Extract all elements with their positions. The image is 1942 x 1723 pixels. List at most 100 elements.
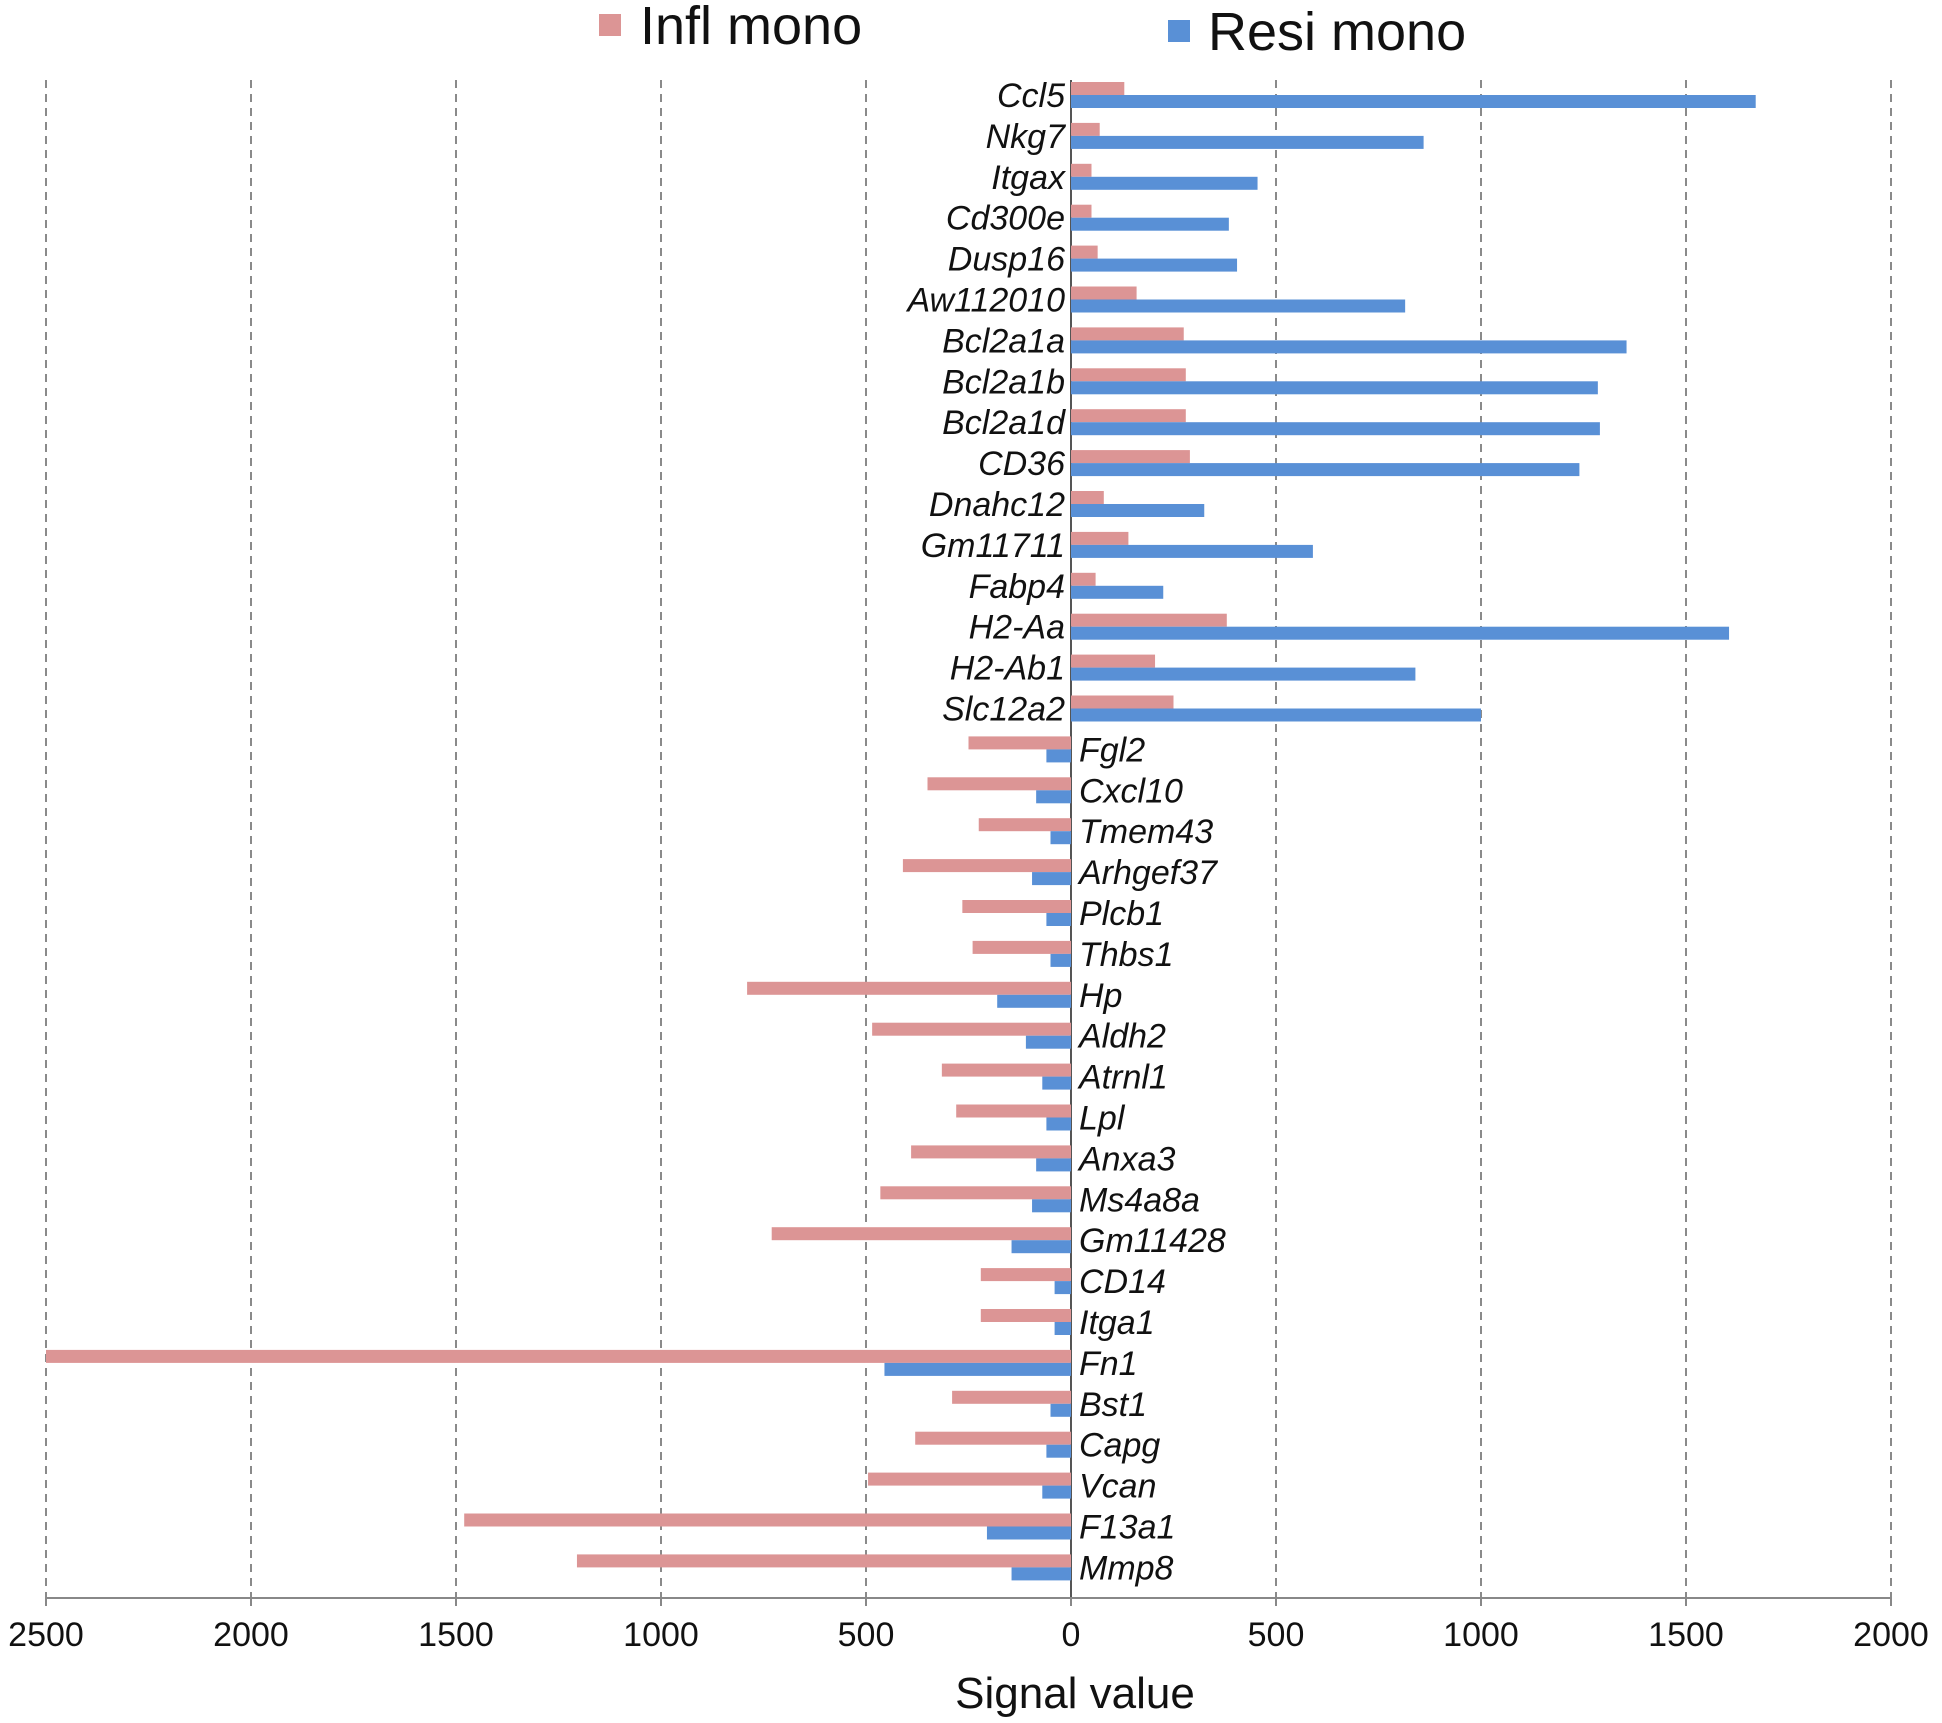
bar-resi-mono-itgax — [1071, 176, 1258, 190]
bar-infl-mono-ms4a8a — [880, 1186, 1071, 1200]
category-label-dnahc12: Dnahc12 — [929, 486, 1065, 524]
x-tick-label: 1000 — [1443, 1616, 1519, 1654]
legend: Infl mono Resi mono — [599, 0, 1466, 62]
bar-infl-mono-atrnl1 — [941, 1063, 1071, 1077]
bar-resi-mono-ccl5 — [1071, 95, 1756, 108]
bar-infl-mono-plcb1 — [962, 900, 1071, 913]
bar-resi-mono-h2-aa — [1071, 626, 1730, 640]
category-label-slc12a2: Slc12a2 — [942, 691, 1065, 729]
legend-label-resi-mono: Resi mono — [1208, 2, 1466, 62]
bar-infl-mono-fgl2 — [968, 736, 1071, 750]
bar-resi-mono-arhgef37 — [1032, 872, 1071, 886]
bar-infl-mono-h2-aa — [1071, 613, 1227, 627]
bar-resi-mono-cd14 — [1054, 1281, 1071, 1295]
bar-resi-mono-slc12a2 — [1071, 708, 1481, 722]
bar-resi-mono-nkg7 — [1071, 135, 1424, 149]
x-tick-label: 1000 — [623, 1616, 699, 1654]
bar-resi-mono-itga1 — [1054, 1322, 1071, 1335]
bar-resi-mono-bcl2a1a — [1071, 340, 1627, 354]
category-label-aw112010: Aw112010 — [905, 282, 1065, 320]
bar-resi-mono-cd300e — [1071, 217, 1229, 231]
bar-infl-mono-thbs1 — [972, 940, 1071, 954]
bar-resi-mono-plcb1 — [1046, 913, 1071, 926]
bar-infl-mono-fabp4 — [1071, 572, 1096, 586]
bar-resi-mono-aldh2 — [1025, 1035, 1071, 1049]
bar-infl-mono-cd14 — [980, 1268, 1071, 1282]
category-label-fn1: Fn1 — [1079, 1345, 1138, 1383]
bar-resi-mono-fn1 — [884, 1362, 1071, 1376]
bar-resi-mono-cd36 — [1071, 463, 1580, 477]
bar-infl-mono-aldh2 — [872, 1022, 1071, 1036]
category-label-itga1: Itga1 — [1079, 1304, 1155, 1342]
bar-resi-mono-h2-ab1 — [1071, 667, 1416, 681]
x-tick-label: 0 — [1062, 1616, 1081, 1654]
category-label-lpl: Lpl — [1079, 1100, 1126, 1138]
category-label-aldh2: Aldh2 — [1077, 1018, 1166, 1056]
category-label-cd14: CD14 — [1079, 1263, 1166, 1301]
category-label-cd300e: Cd300e — [946, 200, 1065, 238]
bar-infl-mono-f13a1 — [464, 1513, 1071, 1527]
bar-infl-mono-ccl5 — [1071, 82, 1125, 95]
bar-resi-mono-hp — [997, 994, 1071, 1008]
category-label-anxa3: Anxa3 — [1077, 1140, 1175, 1178]
bar-infl-mono-hp — [747, 981, 1071, 995]
bar-resi-mono-mmp8 — [1011, 1567, 1071, 1581]
x-axis: 2500 2000 1500 1000 500 0 500 1000 1500 2000 — [8, 1597, 1929, 1654]
category-label-gm11428: Gm11428 — [1079, 1222, 1226, 1260]
bar-resi-mono-fabp4 — [1071, 585, 1164, 599]
x-tick-label: 2000 — [1853, 1616, 1929, 1654]
bar-infl-mono-gm11428 — [771, 1227, 1071, 1241]
bar-infl-mono-tmem43 — [978, 818, 1071, 832]
category-label-hp: Hp — [1079, 977, 1122, 1015]
category-label-f13a1: F13a1 — [1079, 1509, 1175, 1547]
category-label-mmp8: Mmp8 — [1079, 1549, 1174, 1587]
x-tick-label: 2500 — [8, 1616, 84, 1654]
bar-infl-mono-bst1 — [952, 1390, 1071, 1404]
bar-resi-mono-gm11711 — [1071, 544, 1313, 558]
legend-swatch-infl-mono — [599, 14, 621, 36]
bar-resi-mono-vcan — [1042, 1485, 1071, 1499]
bar-infl-mono-anxa3 — [911, 1145, 1071, 1159]
category-label-dusp16: Dusp16 — [948, 241, 1065, 279]
bar-infl-mono-gm11711 — [1071, 531, 1129, 545]
category-label-bcl2a1a: Bcl2a1a — [942, 322, 1065, 360]
bar-infl-mono-itga1 — [980, 1309, 1071, 1322]
bar-infl-mono-cd36 — [1071, 450, 1190, 464]
category-label-bst1: Bst1 — [1079, 1386, 1147, 1424]
bar-infl-mono-slc12a2 — [1071, 695, 1174, 709]
bar-resi-mono-fgl2 — [1046, 749, 1071, 763]
category-label-cxcl10: Cxcl10 — [1079, 772, 1183, 810]
x-tick-label: 500 — [1248, 1616, 1305, 1654]
bar-infl-mono-lpl — [956, 1104, 1071, 1118]
legend-label-infl-mono: Infl mono — [640, 0, 862, 56]
bar-infl-mono-nkg7 — [1071, 122, 1100, 136]
category-labels: Ccl5Nkg7ItgaxCd300eDusp16Aw112010Bcl2a1a… — [905, 77, 1225, 1587]
bar-infl-mono-dnahc12 — [1071, 491, 1104, 504]
bar-infl-mono-itgax — [1071, 163, 1092, 177]
category-label-nkg7: Nkg7 — [986, 118, 1066, 156]
category-label-plcb1: Plcb1 — [1079, 895, 1164, 933]
bars — [46, 82, 1756, 1581]
bar-infl-mono-dusp16 — [1071, 245, 1098, 259]
category-label-fabp4: Fabp4 — [969, 568, 1065, 606]
bar-infl-mono-fn1 — [46, 1349, 1071, 1363]
bar-infl-mono-bcl2a1d — [1071, 409, 1186, 423]
bar-infl-mono-arhgef37 — [902, 859, 1071, 873]
x-tick-label: 1500 — [1648, 1616, 1724, 1654]
category-label-ms4a8a: Ms4a8a — [1079, 1181, 1200, 1219]
bar-infl-mono-aw112010 — [1071, 286, 1137, 300]
bar-infl-mono-bcl2a1b — [1071, 368, 1186, 382]
bar-infl-mono-mmp8 — [576, 1554, 1071, 1568]
category-label-bcl2a1b: Bcl2a1b — [942, 363, 1065, 401]
bar-resi-mono-thbs1 — [1050, 953, 1071, 967]
category-label-itgax: Itgax — [991, 159, 1066, 197]
category-label-atrnl1: Atrnl1 — [1077, 1059, 1168, 1097]
bar-resi-mono-tmem43 — [1050, 831, 1071, 845]
bar-resi-mono-bcl2a1d — [1071, 422, 1600, 436]
category-label-capg: Capg — [1079, 1427, 1160, 1465]
bar-resi-mono-dusp16 — [1071, 258, 1238, 272]
x-tick-label: 2000 — [213, 1616, 289, 1654]
x-tick-label: 1500 — [418, 1616, 494, 1654]
bar-resi-mono-capg — [1046, 1444, 1071, 1458]
